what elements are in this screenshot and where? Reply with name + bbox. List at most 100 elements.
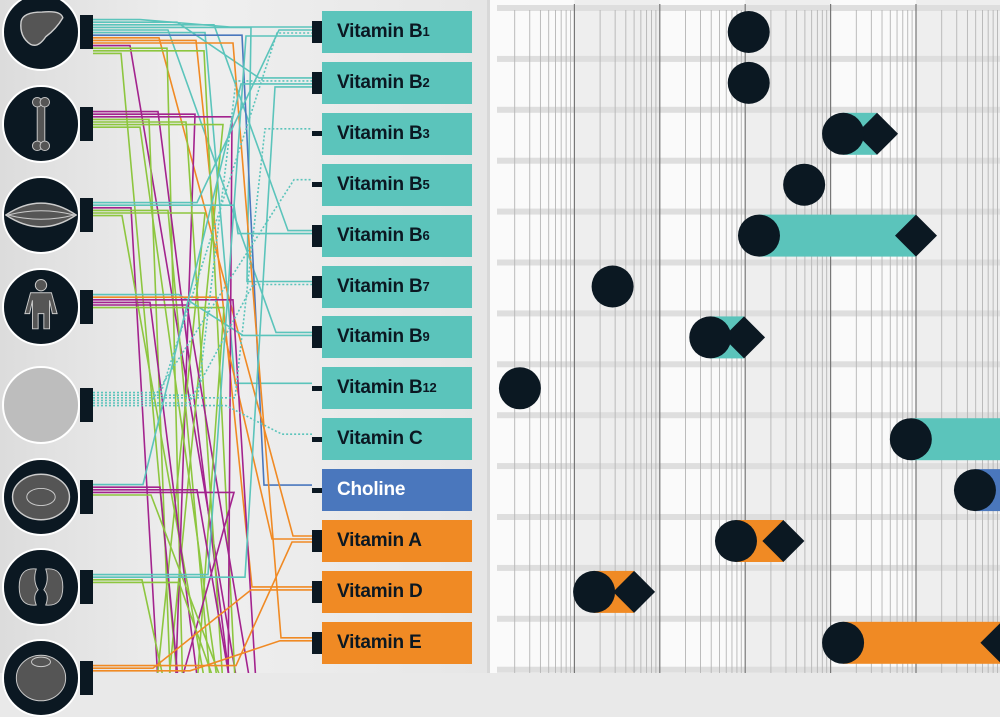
connection-line — [93, 18, 312, 28]
connection-line — [93, 212, 206, 673]
liver-icon — [20, 11, 64, 46]
row-divider — [497, 361, 1000, 368]
connection-line — [93, 581, 213, 673]
nutrient-label[interactable]: Choline — [322, 469, 472, 512]
organ-eye[interactable] — [2, 458, 80, 536]
row-divider — [497, 106, 1000, 113]
nutrient-name: Vitamin B — [337, 71, 423, 93]
upper-limit-diamond — [613, 570, 656, 613]
organ-kidney[interactable] — [2, 548, 80, 626]
nutrient-name: Vitamin B — [337, 122, 423, 144]
nutrient-name: Vitamin B — [337, 173, 423, 195]
organ-connector — [80, 198, 93, 232]
nutrient-label[interactable]: Vitamin B 12 — [322, 367, 472, 410]
recommended-intake-circle — [822, 621, 865, 664]
connection-line — [93, 113, 196, 673]
row-divider — [497, 259, 1000, 266]
nutrient-connector — [312, 530, 322, 552]
connection-line — [93, 214, 205, 673]
nutrient-connector — [312, 385, 322, 391]
nutrient-name: Choline — [337, 479, 406, 501]
recommended-intake-circle — [689, 316, 732, 359]
connection-line — [93, 639, 312, 672]
organ-connector — [80, 107, 93, 141]
recommended-intake-circle — [783, 163, 826, 206]
connection-line — [93, 32, 312, 394]
connection-line — [93, 52, 178, 673]
connection-line — [93, 178, 312, 402]
upper-limit-diamond — [762, 520, 805, 562]
organ-blank-circle[interactable] — [2, 366, 80, 444]
nutrient-connector — [312, 21, 322, 43]
connection-line — [93, 301, 198, 673]
nutrient-connector — [312, 224, 322, 247]
nutrient-connector — [312, 131, 322, 137]
eye-icon — [11, 473, 71, 521]
row-divider — [497, 157, 1000, 164]
organ-connector — [80, 570, 93, 604]
row-divider — [497, 564, 1000, 571]
row-divider — [497, 463, 1000, 470]
upper-limit-diamond — [723, 316, 766, 359]
range-bar — [843, 621, 1000, 664]
connection-line — [93, 283, 312, 404]
upper-limit-diamond — [980, 623, 1000, 663]
nutrient-label[interactable]: Vitamin E — [322, 621, 472, 664]
connection-line — [93, 128, 312, 399]
recommended-intake-circle — [727, 11, 770, 53]
organ-bone[interactable] — [2, 85, 80, 163]
human-body-icon — [24, 279, 58, 330]
organ-muscle[interactable] — [2, 176, 80, 254]
recommended-intake-circle — [498, 367, 541, 410]
recommended-intake-circle — [953, 469, 996, 512]
connection-line — [93, 42, 312, 639]
connection-line — [93, 589, 312, 670]
nutrient-name: Vitamin B — [337, 224, 423, 246]
nutrient-label[interactable]: Vitamin A — [322, 520, 472, 562]
connection-line — [93, 207, 159, 673]
connection-line — [93, 29, 312, 204]
connection-line — [93, 293, 312, 337]
nutrient-connector — [312, 182, 322, 188]
recommended-intake-circle — [714, 520, 757, 562]
blank-circle-icon — [4, 368, 78, 442]
connection-line — [93, 491, 236, 673]
connection-line — [93, 298, 257, 673]
connection-line — [93, 488, 230, 673]
organ-human-body[interactable] — [2, 268, 80, 346]
connection-line — [93, 34, 312, 486]
nutrient-name: Vitamin A — [337, 530, 422, 551]
nutrient-name: Vitamin B — [337, 21, 423, 42]
connection-line — [93, 29, 312, 334]
row-divider — [497, 5, 1000, 11]
connection-line — [93, 26, 312, 283]
nutrient-name: Vitamin E — [337, 631, 422, 653]
nutrient-connector — [312, 580, 322, 603]
decade-band — [916, 0, 1000, 673]
organ-liver[interactable] — [2, 0, 80, 71]
organ-connector — [80, 388, 93, 422]
nutrient-connector — [312, 71, 322, 94]
connection-line — [93, 126, 218, 673]
connection-line — [93, 541, 312, 667]
chart-left-border — [487, 0, 490, 673]
connection-line — [93, 23, 312, 232]
organ-brain[interactable] — [2, 639, 80, 717]
range-chart — [487, 0, 1000, 673]
row-divider — [497, 55, 1000, 62]
nutrient-label[interactable]: Vitamin D — [322, 570, 472, 613]
connection-line — [93, 49, 236, 673]
connection-line — [93, 486, 179, 673]
nutrient-label[interactable]: Vitamin C — [322, 418, 472, 461]
connection-line — [93, 44, 237, 673]
connection-line — [93, 86, 312, 579]
nutrient-name: Vitamin B — [337, 326, 423, 348]
nutrient-connector — [312, 487, 322, 493]
